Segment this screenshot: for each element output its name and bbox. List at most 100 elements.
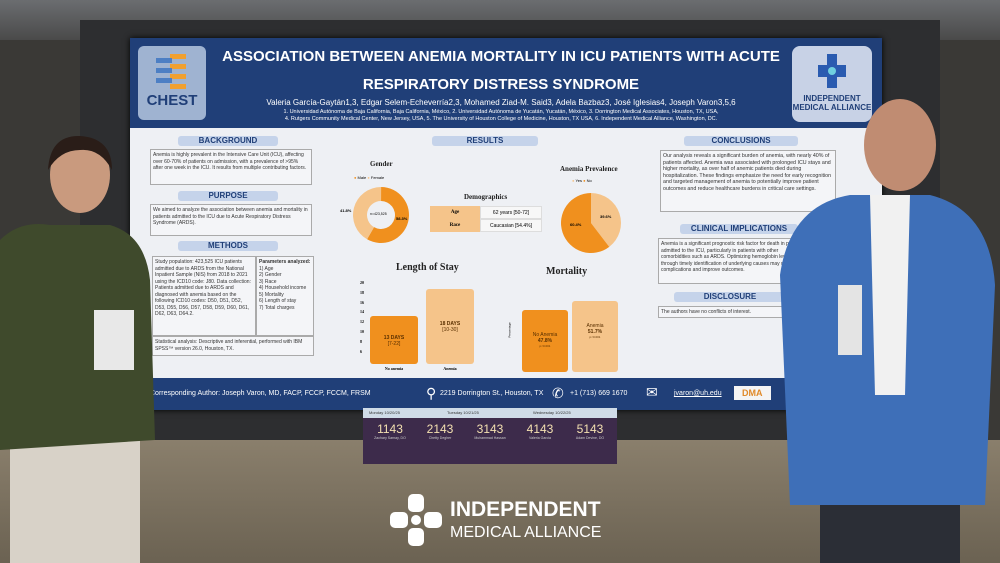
- address: 2219 Dorrington St., Houston, TX: [440, 390, 544, 397]
- parameter-item: 7) Total charges: [259, 304, 295, 311]
- presenter-name: Chetty Degher: [428, 436, 452, 440]
- presenter-name: Zachary Sarnay, DO: [374, 436, 406, 440]
- mortality-p: p<0.001: [589, 335, 601, 340]
- affiliations-line1: 1. Universidad Autónoma de Baja Californ…: [283, 109, 719, 115]
- los-range: [10-30]: [442, 327, 458, 334]
- gender-n: n=423,525: [370, 212, 387, 216]
- ima-logo-text: INDEPENDENT MEDICAL ALLIANCE: [792, 94, 872, 112]
- purpose-heading: PURPOSE: [178, 191, 278, 201]
- demographics-row: Age 62 years [50-72]: [430, 206, 542, 219]
- poster-footer: Corresponding Author: Joseph Varon, MD, …: [130, 378, 882, 410]
- mortality-name: Anemia: [586, 323, 604, 330]
- poster-number: 5143: [576, 422, 604, 436]
- mortality-pct: 51.7%: [587, 329, 603, 336]
- demo-value: 62 years [50-72]: [480, 206, 542, 219]
- conclusions-text: Our analysis reveals a significant burde…: [660, 150, 836, 212]
- parameter-item: 1) Age: [259, 265, 274, 272]
- mortality-pct: 47.8%: [537, 337, 553, 344]
- placard-slot: 2143 Chetty Degher: [415, 422, 465, 440]
- los-tick: 12: [360, 319, 364, 325]
- los-tick: 10: [360, 328, 364, 334]
- conclusions-heading: CONCLUSIONS: [684, 136, 798, 146]
- prevalence-title: Anemia Prevalence: [560, 165, 618, 173]
- los-bar: 18 DAYS [10-30]: [426, 288, 474, 364]
- placard-days: Monday 10/20/25 Tuesday 10/21/25 Wednesd…: [363, 408, 617, 418]
- phone: +1 (713) 669 1670: [570, 390, 628, 397]
- prevalence-pie-chart: [561, 193, 621, 253]
- affiliations: 1. Universidad Autónoma de Baja Californ…: [216, 109, 786, 123]
- mortality-y-label: Percentage: [507, 322, 512, 338]
- los-tick: 16: [360, 299, 364, 305]
- mortality-bar: No Anemia 47.8% p<0.001: [522, 309, 568, 372]
- poster-number: 3143: [476, 422, 504, 436]
- mortality-bar: Anemia 51.7% p<0.001: [572, 301, 618, 372]
- male-slice: [367, 187, 409, 243]
- email: jvaron@uh.edu: [674, 390, 722, 397]
- clinical-heading: CLINICAL IMPLICATIONS: [680, 224, 798, 234]
- methods-heading: METHODS: [178, 241, 278, 251]
- los-category-label: Anemia: [443, 366, 457, 371]
- parameter-item: 3) Race: [259, 278, 277, 285]
- gender-female-label: 41.8%: [340, 208, 352, 213]
- background-heading: BACKGROUND: [178, 136, 278, 146]
- parameter-item: 4) Household income: [259, 285, 307, 291]
- chest-logo: CHEST: [138, 46, 206, 120]
- methods-text: Study population: 423,525 ICU patients a…: [152, 256, 256, 336]
- results-heading: RESULTS: [432, 136, 538, 146]
- demographics-table: Age 62 years [50-72] Race Caucasian [54.4%]: [430, 206, 542, 232]
- statistics-text: Statistical analysis: Descriptive and in…: [152, 336, 314, 356]
- parameter-item: 2) Gender: [259, 272, 282, 278]
- research-poster: CHEST ASSOCIATION BETWEEN ANEMIA MORTALI…: [130, 38, 882, 410]
- mortality-p: p<0.001: [539, 343, 551, 348]
- poster-title-line2: RESPIRATORY DISTRESS SYNDROME: [362, 76, 640, 93]
- los-title: Length of Stay: [396, 262, 459, 273]
- phone-icon: ✆: [552, 385, 564, 401]
- demo-key: Age: [430, 206, 480, 219]
- disclosure-heading: DISCLOSURE: [674, 292, 786, 302]
- demo-key: Race: [430, 219, 480, 232]
- dma-logo: DMA: [734, 386, 771, 400]
- mail-icon: ✉: [646, 384, 658, 400]
- placard-slot: 5143 Adam Devine, DO: [565, 422, 615, 440]
- parameter-item: 6) Length of stay: [259, 298, 297, 304]
- mortality-name: No Anemia: [532, 331, 558, 338]
- demographics-row: Race Caucasian [54.4%]: [430, 219, 542, 232]
- session-placard: Monday 10/20/25 Tuesday 10/21/25 Wednesd…: [363, 408, 617, 464]
- demo-value: Caucasian [54.4%]: [480, 219, 542, 232]
- poster-number: 1143: [377, 422, 403, 436]
- prevalence-no-label: 60.4%: [570, 222, 582, 227]
- los-y-axis: 20 18 16 14 12 10 8 6: [360, 278, 364, 356]
- poster-number: 2143: [426, 422, 454, 436]
- demographics-title: Demographics: [464, 193, 508, 201]
- medical-cross-icon: [818, 54, 846, 88]
- yes-slice: [591, 193, 621, 247]
- los-tick: 8: [360, 338, 362, 344]
- authors: Valeria García-Gaytán1,3, Edgar Selem-Ec…: [266, 98, 736, 107]
- poster-number: 4143: [526, 422, 554, 436]
- ima-watermark-icon: [390, 494, 442, 546]
- placard-slot: 3143 Muhammad Hassan: [465, 422, 515, 440]
- day-monday: Monday 10/20/25: [369, 410, 400, 415]
- mortality-title: Mortality: [546, 266, 588, 277]
- legend-female: Female: [370, 175, 385, 180]
- disclosure-text: The authors have no conflicts of interes…: [658, 306, 798, 318]
- ima-watermark: INDEPENDENT MEDICAL ALLIANCE: [388, 492, 628, 548]
- prevalence-yes-label: 39.6%: [600, 214, 612, 219]
- chest-logo-icon: [156, 54, 186, 89]
- los-tick: 18: [360, 289, 364, 295]
- los-tick: 20: [360, 280, 364, 285]
- affiliations-line2: 4. Rutgers Community Medical Center, New…: [284, 116, 718, 122]
- los-category-label: No anemia: [384, 366, 404, 371]
- los-range: [7-22]: [387, 340, 401, 347]
- gender-title: Gender: [370, 160, 393, 168]
- background-text: Anemia is highly prevalent in the Intens…: [150, 149, 312, 185]
- legend-male: Male: [357, 175, 367, 180]
- purpose-text: We aimed to analyze the association betw…: [150, 204, 312, 236]
- chest-logo-text: CHEST: [146, 92, 198, 109]
- parameters-list: 1) Age 2) Gender 3) Race 4) Household incom…: [259, 266, 311, 312]
- los-value: 18 DAYS: [439, 321, 461, 328]
- presenter-name: Adam Devine, DO: [575, 436, 605, 440]
- gender-donut-chart: [353, 187, 409, 243]
- no-slice: [561, 193, 610, 253]
- los-tick: 14: [360, 309, 364, 315]
